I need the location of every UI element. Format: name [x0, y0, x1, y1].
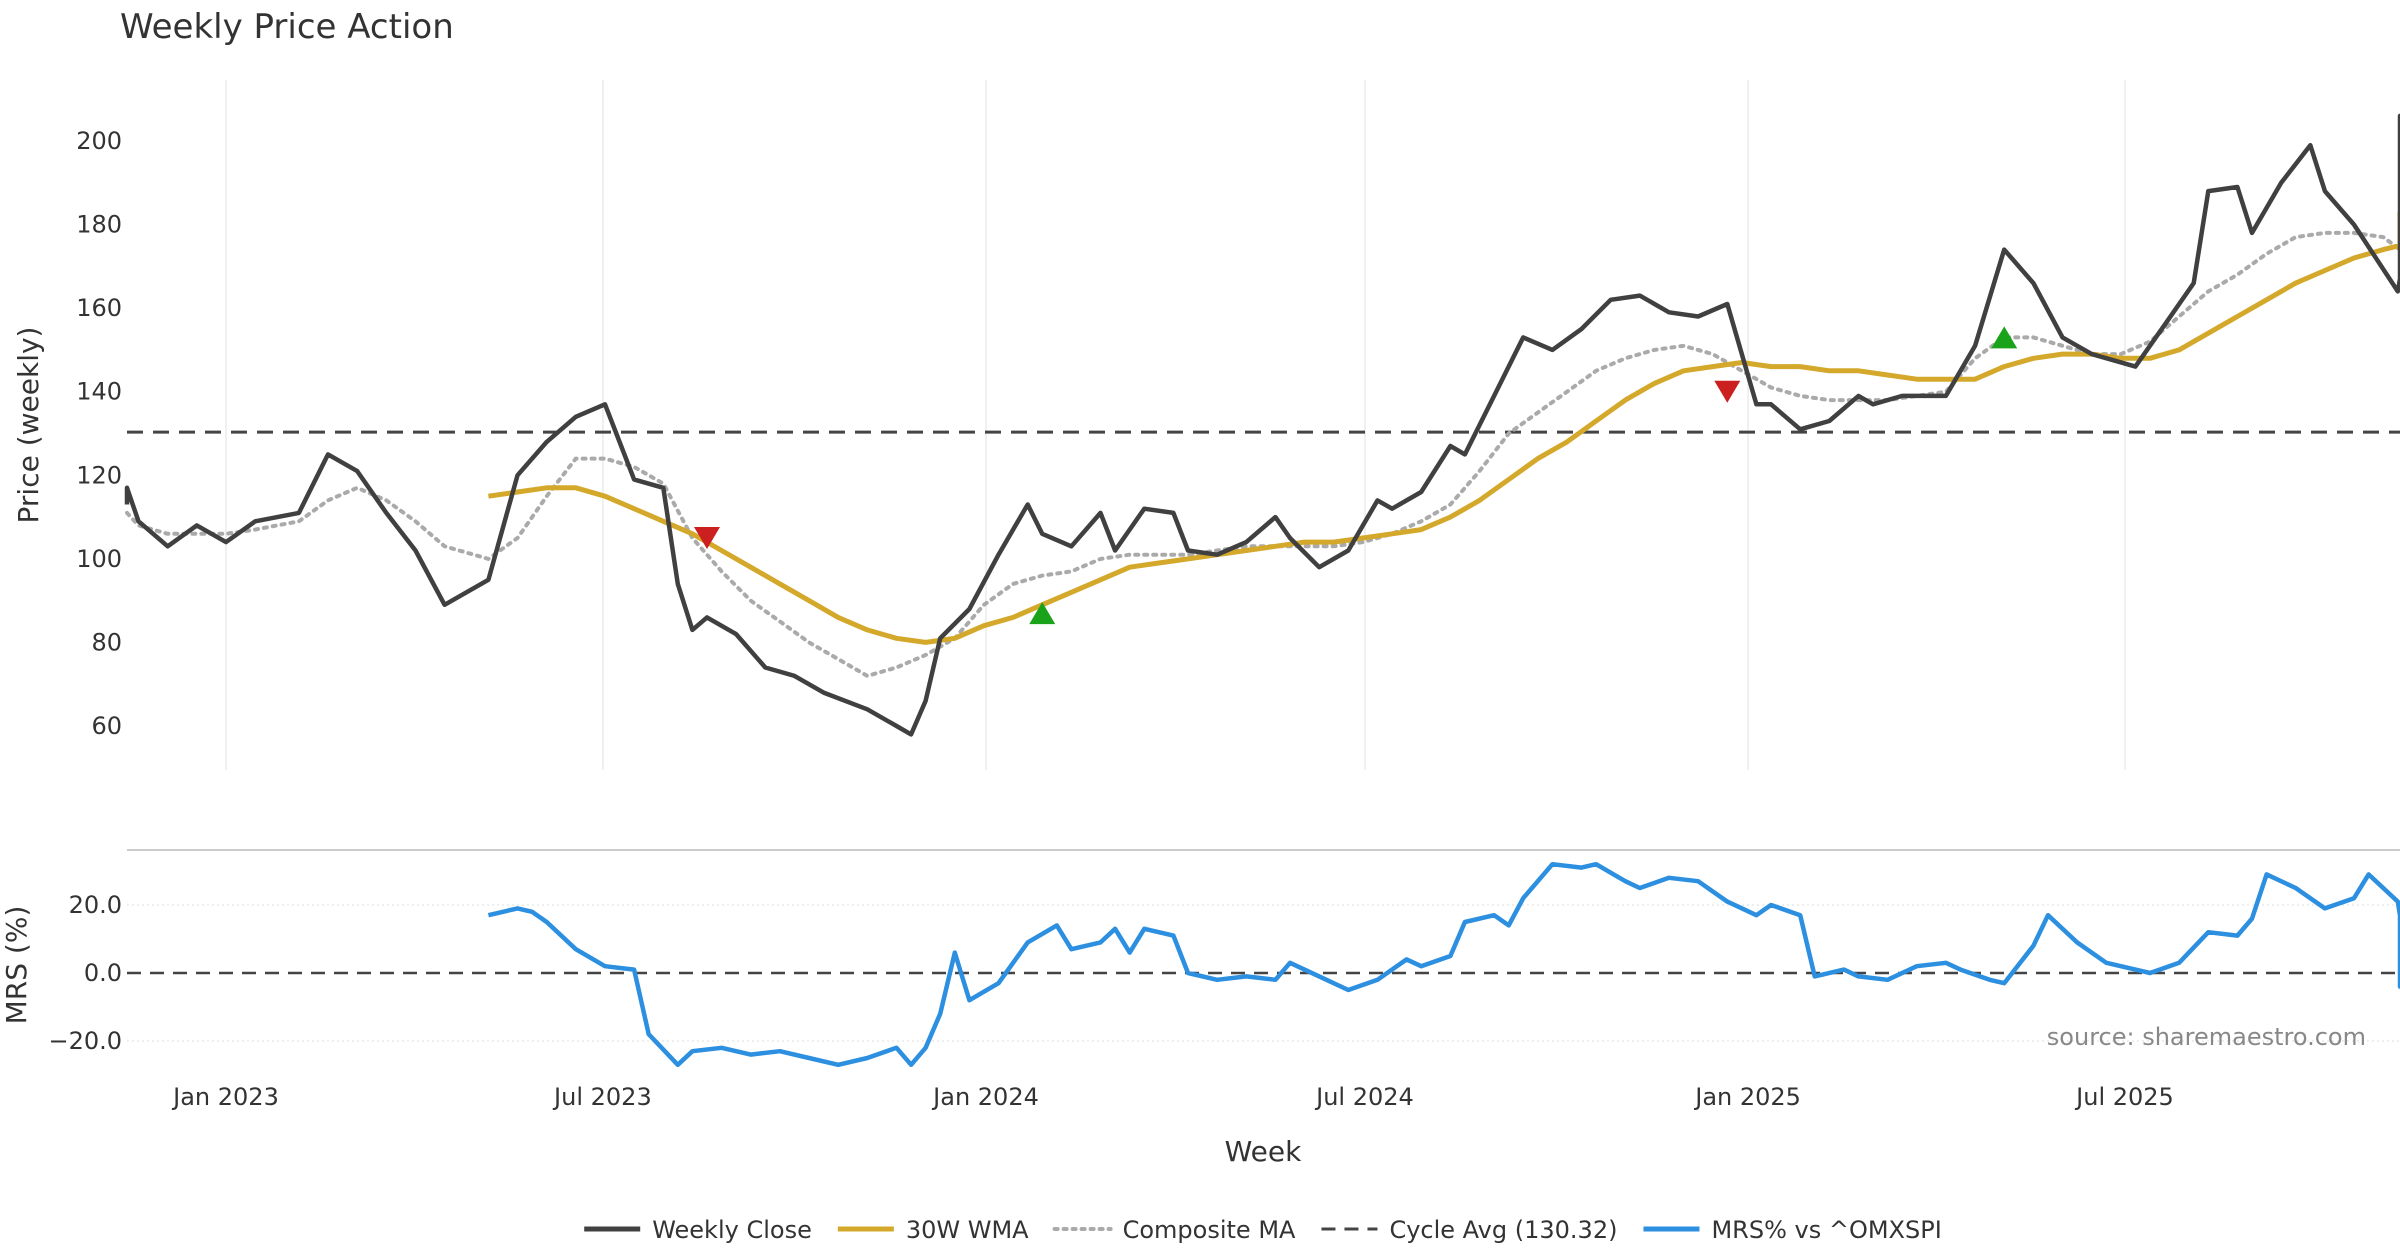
- price-series-layer: [124, 113, 2400, 737]
- mrs-y-tick-2: 20.0: [69, 891, 122, 919]
- mrs-series-layer: [487, 861, 2400, 1068]
- price-y-ticks: 60 80 100 120 140 160 180 200: [76, 127, 122, 740]
- x-tick-4: Jan 2025: [1693, 1083, 1801, 1111]
- price-y-tick-1: 80: [91, 628, 122, 656]
- buy-signal-marker-1: [1029, 602, 1056, 625]
- legend-label-1: 30W WMA: [906, 1216, 1029, 1244]
- composite-ma-line: [125, 197, 2400, 679]
- legend-item-4: MRS% vs ^OMXSPI: [1643, 1216, 1942, 1244]
- mrs-line: [487, 861, 2400, 1068]
- mrs-grid: [127, 904, 2400, 1042]
- mrs-y-tick-0: −20.0: [48, 1027, 122, 1055]
- buy-signal-marker-3: [1991, 326, 2018, 349]
- legend-label-2: Composite MA: [1123, 1216, 1296, 1244]
- price-y-axis-label: Price (weekly): [12, 327, 45, 524]
- x-tick-0: Jan 2023: [171, 1083, 279, 1111]
- sell-signal-marker-0: [693, 526, 720, 549]
- x-tick-labels: Jan 2023 Jul 2023 Jan 2024 Jul 2024 Jan 2025…: [171, 1083, 2174, 1111]
- price-y-tick-2: 100: [76, 545, 122, 573]
- sell-signal-marker-2: [1714, 380, 1741, 403]
- price-y-tick-7: 200: [76, 127, 122, 155]
- legend: Weekly Close 30W WMA Composite MA Cycle Avg…: [584, 1216, 1942, 1244]
- legend-label-3: Cycle Avg (130.32): [1389, 1216, 1617, 1244]
- price-y-tick-3: 120: [76, 461, 122, 489]
- x-tick-1: Jul 2023: [552, 1083, 652, 1111]
- x-tick-5: Jul 2025: [2074, 1083, 2174, 1111]
- legend-label-4: MRS% vs ^OMXSPI: [1711, 1216, 1941, 1244]
- legend-item-3: Cycle Avg (130.32): [1321, 1216, 1617, 1244]
- legend-label-0: Weekly Close: [652, 1216, 812, 1244]
- legend-item-0: Weekly Close: [584, 1216, 812, 1244]
- source-label: source: sharemaestro.com: [2047, 1023, 2366, 1051]
- price-y-tick-0: 60: [91, 712, 122, 740]
- legend-item-1: 30W WMA: [837, 1216, 1029, 1244]
- price-grid: [225, 80, 2126, 770]
- wma-30w-line: [488, 212, 2400, 645]
- x-tick-2: Jan 2024: [931, 1083, 1039, 1111]
- price-y-tick-5: 160: [76, 294, 122, 322]
- x-tick-3: Jul 2024: [1314, 1083, 1414, 1111]
- price-y-tick-4: 140: [76, 378, 122, 406]
- weekly-close-line: [124, 113, 2400, 737]
- x-axis-label: Week: [1225, 1135, 1302, 1168]
- mrs-y-ticks: −20.0 0.0 20.0: [48, 891, 122, 1055]
- signal-markers: [693, 326, 2018, 625]
- mrs-y-axis-label: MRS (%): [0, 906, 33, 1025]
- chart-title: Weekly Price Action: [120, 7, 454, 47]
- price-y-tick-6: 180: [76, 211, 122, 239]
- legend-item-2: Composite MA: [1052, 1216, 1296, 1244]
- mrs-y-tick-1: 0.0: [84, 959, 122, 987]
